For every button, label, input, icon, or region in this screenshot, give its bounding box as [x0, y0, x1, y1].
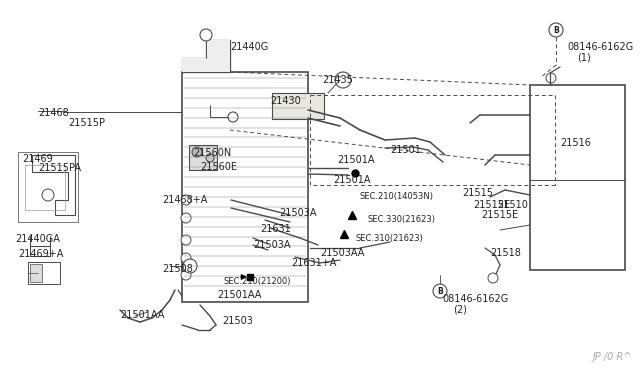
Text: 21560N: 21560N — [193, 148, 231, 158]
Circle shape — [181, 235, 191, 245]
Circle shape — [228, 112, 238, 122]
Text: SEC.210(14053N): SEC.210(14053N) — [360, 192, 434, 201]
Text: 21515: 21515 — [462, 188, 493, 198]
Text: 21469+A: 21469+A — [18, 249, 63, 259]
Text: 21501AA: 21501AA — [217, 290, 261, 300]
Text: 21469: 21469 — [22, 154, 52, 164]
Bar — [530, 85, 625, 270]
Circle shape — [200, 29, 212, 41]
Text: 21440GA: 21440GA — [15, 234, 60, 244]
Circle shape — [433, 284, 447, 298]
Circle shape — [192, 147, 202, 157]
Bar — [25, 165, 65, 210]
Text: 21501A: 21501A — [337, 155, 374, 165]
Bar — [272, 93, 324, 119]
Text: 21468+A: 21468+A — [162, 195, 207, 205]
Text: 21503: 21503 — [222, 316, 253, 326]
Text: 21440G: 21440G — [230, 42, 268, 52]
Circle shape — [546, 73, 556, 83]
Text: B: B — [437, 287, 443, 296]
Text: 21518: 21518 — [490, 248, 521, 258]
Text: 21515P: 21515P — [68, 118, 105, 128]
Text: SEC.210(21200): SEC.210(21200) — [224, 277, 291, 286]
Bar — [182, 72, 308, 302]
Text: 21516: 21516 — [560, 138, 591, 148]
Text: 21501: 21501 — [390, 145, 421, 155]
Circle shape — [206, 154, 214, 162]
Text: 08146-6162G: 08146-6162G — [442, 294, 508, 304]
Text: (1): (1) — [577, 53, 591, 63]
Text: 21510: 21510 — [497, 200, 528, 210]
Text: 21501AA: 21501AA — [120, 310, 164, 320]
Text: 21435: 21435 — [322, 75, 353, 85]
Polygon shape — [32, 155, 75, 215]
Circle shape — [181, 213, 191, 223]
Text: 21515E: 21515E — [473, 200, 510, 210]
Text: 21503A: 21503A — [279, 208, 317, 218]
Circle shape — [181, 195, 191, 205]
Text: 21430: 21430 — [270, 96, 301, 106]
Bar — [30, 264, 42, 282]
Text: SEC.310(21623): SEC.310(21623) — [356, 234, 424, 243]
Polygon shape — [182, 40, 230, 72]
Text: 08146-6162G: 08146-6162G — [567, 42, 633, 52]
Bar — [18, 152, 78, 222]
Text: 21515E: 21515E — [481, 210, 518, 220]
Circle shape — [42, 189, 54, 201]
Text: 21503A: 21503A — [253, 240, 291, 250]
Circle shape — [183, 259, 197, 273]
Text: 21501A: 21501A — [333, 175, 371, 185]
Circle shape — [181, 253, 191, 263]
Text: (2): (2) — [453, 304, 467, 314]
Text: JP /0 R^: JP /0 R^ — [593, 352, 632, 362]
Text: 21631+A: 21631+A — [291, 258, 337, 268]
Text: 21503AA: 21503AA — [320, 248, 364, 258]
Circle shape — [488, 273, 498, 283]
Text: 21468: 21468 — [38, 108, 68, 118]
Text: SEC.330(21623): SEC.330(21623) — [367, 215, 435, 224]
Text: B: B — [553, 26, 559, 35]
Text: 21631: 21631 — [260, 224, 291, 234]
Text: 21508: 21508 — [162, 264, 193, 274]
Text: 21560E: 21560E — [200, 162, 237, 172]
Bar — [189, 145, 217, 170]
Polygon shape — [182, 40, 230, 72]
Bar — [28, 262, 60, 284]
Circle shape — [335, 72, 351, 88]
Text: 21515PA: 21515PA — [38, 163, 81, 173]
Circle shape — [549, 23, 563, 37]
Circle shape — [181, 270, 191, 280]
